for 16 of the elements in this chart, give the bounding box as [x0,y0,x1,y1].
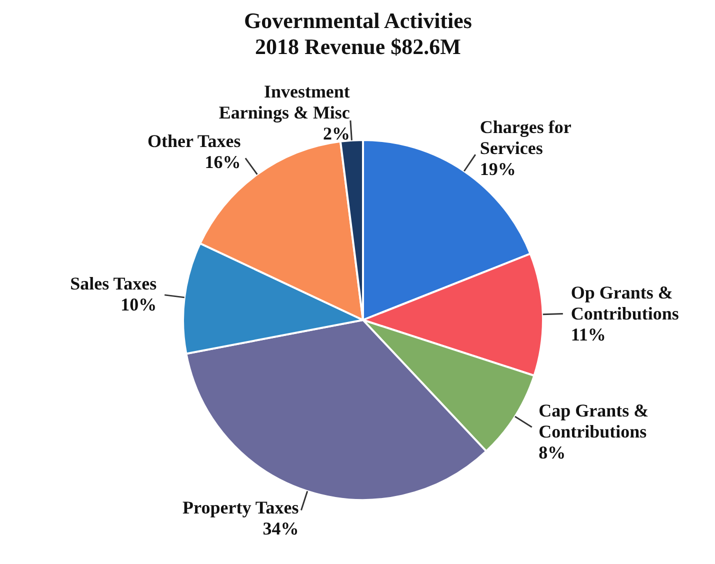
chart-subtitle: 2018 Revenue $82.6M [254,34,462,60]
data-label: 2% [322,123,350,144]
data-label: 19% [480,158,516,179]
slice-label: Op Grants & Contributions [570,282,679,324]
data-label: 34% [262,518,299,538]
data-label: 8% [538,442,566,462]
data-label: 10% [120,294,157,314]
slice-label: Investment Earnings & Misc [218,81,350,122]
chart-title: Governmental Activities [243,8,473,34]
slice-label: Charges for Services [480,116,572,158]
slice-label: Other Taxes [148,131,241,152]
slice-label: Property Taxes [182,497,299,518]
data-label: 16% [204,152,241,172]
slice-label: Cap Grants & Contributions [538,400,649,442]
slice-label: Sales Taxes [70,273,157,294]
data-label: 11% [570,324,606,344]
